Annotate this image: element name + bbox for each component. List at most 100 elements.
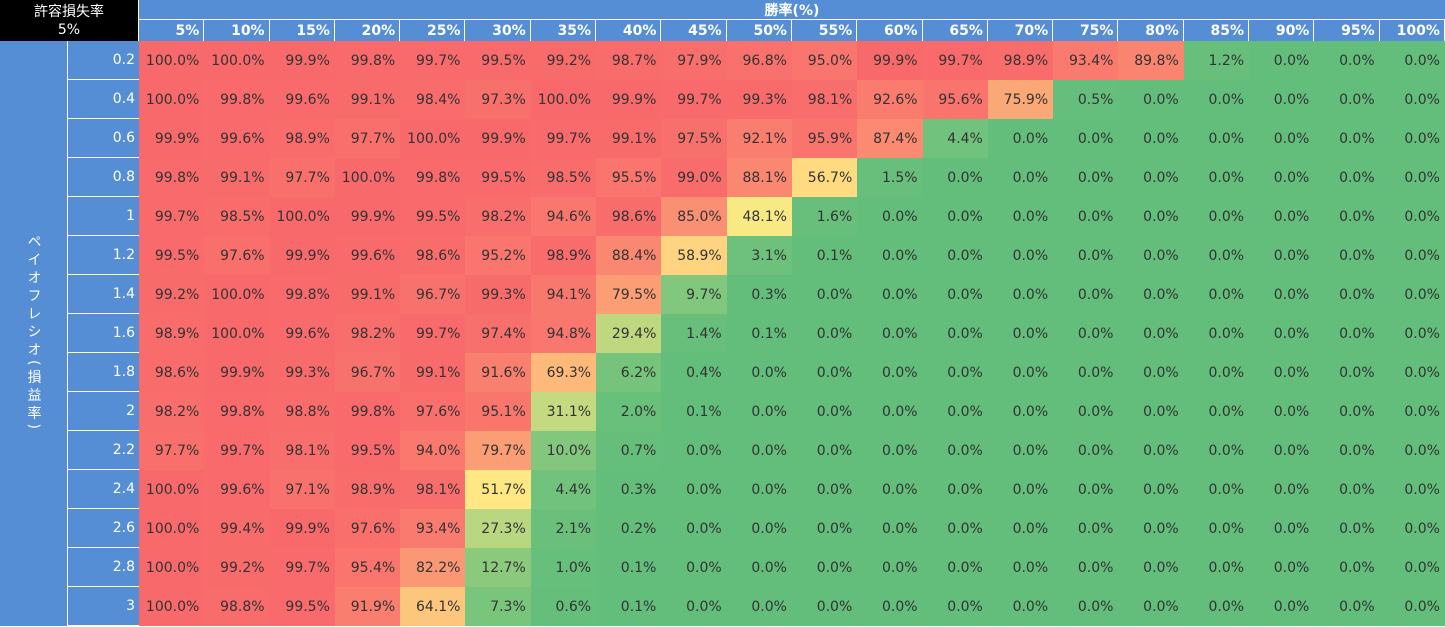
heatmap-cell: 1.0%: [530, 548, 597, 587]
heatmap-cell: 0.0%: [987, 314, 1054, 353]
heatmap-cell: 0.0%: [987, 392, 1054, 431]
column-header: 100%: [1379, 20, 1445, 41]
heatmap-cell: 99.1%: [334, 275, 401, 314]
heatmap-cell: 98.9%: [139, 314, 205, 353]
heatmap-cell: 0.0%: [1118, 470, 1184, 509]
heatmap-cell: 0.5%: [1053, 80, 1119, 119]
heatmap-cell: 0.0%: [857, 275, 923, 314]
heatmap-cell: 98.1%: [269, 431, 335, 470]
heatmap-cell: 0.0%: [1314, 587, 1380, 626]
heatmap-cell: 94.1%: [530, 275, 597, 314]
heatmap-cell: 0.0%: [1314, 41, 1380, 80]
heatmap-cell: 99.5%: [465, 41, 531, 80]
heatmap-cell: 0.0%: [1379, 548, 1445, 587]
row-header: 1: [68, 197, 139, 236]
heatmap-cell: 99.9%: [269, 509, 335, 548]
heatmap-cell: 99.1%: [334, 80, 401, 119]
heatmap-cell: 94.6%: [530, 197, 597, 236]
heatmap-cell: 0.0%: [1379, 314, 1445, 353]
heatmap-cell: 97.5%: [661, 119, 727, 158]
heatmap-cell: 94.8%: [530, 314, 597, 353]
heatmap-cell: 98.5%: [530, 158, 597, 197]
heatmap-cell: 0.0%: [1053, 470, 1119, 509]
heatmap-cell: 97.7%: [269, 158, 335, 197]
heatmap-cell: 9.7%: [661, 275, 727, 314]
heatmap-cell: 0.0%: [726, 548, 792, 587]
heatmap-cell: 0.0%: [1183, 197, 1250, 236]
heatmap-cell: 0.0%: [1118, 275, 1184, 314]
heatmap-cell: 98.6%: [400, 236, 466, 275]
heatmap-cell: 0.0%: [1183, 470, 1250, 509]
heatmap-cell: 99.9%: [139, 119, 205, 158]
heatmap-cell: 100.0%: [139, 587, 205, 626]
heatmap-cell: 99.2%: [530, 41, 597, 80]
heatmap-cell: 99.7%: [204, 431, 270, 470]
heatmap-cell: 0.1%: [596, 587, 662, 626]
table-corner: 許容損失率 5%: [0, 0, 139, 41]
heatmap-cell: 99.9%: [857, 41, 923, 80]
heatmap-cell: 31.1%: [530, 392, 597, 431]
heatmap-cell: 0.0%: [987, 509, 1054, 548]
heatmap-cell: 0.0%: [1249, 119, 1315, 158]
heatmap-cell: 99.7%: [400, 41, 466, 80]
heatmap-cell: 0.0%: [1118, 236, 1184, 275]
column-header: 40%: [596, 20, 662, 41]
heatmap-cell: 94.0%: [400, 431, 466, 470]
heatmap-cell: 100.0%: [400, 119, 466, 158]
column-header: 85%: [1183, 20, 1250, 41]
heatmap-cell: 64.1%: [400, 587, 466, 626]
heatmap-cell: 100.0%: [204, 41, 270, 80]
heatmap-cell: 97.9%: [661, 41, 727, 80]
heatmap-cell: 0.0%: [1053, 548, 1119, 587]
heatmap-cell: 0.0%: [1314, 548, 1380, 587]
row-header: 0.2: [68, 41, 139, 80]
heatmap-cell: 2.1%: [530, 509, 597, 548]
y-axis-title-text: ペイオフレシオ(損益率): [25, 234, 42, 433]
heatmap-cell: 0.4%: [661, 353, 727, 392]
heatmap-cell: 99.5%: [400, 197, 466, 236]
heatmap-cell: 6.2%: [596, 353, 662, 392]
heatmap-cell: 0.0%: [1314, 431, 1380, 470]
heatmap-cell: 0.0%: [1249, 236, 1315, 275]
heatmap-cell: 0.0%: [791, 353, 858, 392]
heatmap-cell: 95.5%: [596, 158, 662, 197]
row-header: 2.6: [68, 509, 139, 548]
heatmap-cell: 93.4%: [400, 509, 466, 548]
heatmap-cell: 99.6%: [204, 119, 270, 158]
heatmap-cell: 99.8%: [334, 392, 401, 431]
heatmap-cell: 0.0%: [922, 275, 988, 314]
heatmap-cell: 99.4%: [204, 509, 270, 548]
heatmap-cell: 48.1%: [726, 197, 792, 236]
y-axis-title: ペイオフレシオ(損益率): [0, 41, 68, 626]
heatmap-cell: 27.3%: [465, 509, 531, 548]
heatmap-cell: 99.2%: [204, 548, 270, 587]
heatmap-cell: 0.0%: [1053, 119, 1119, 158]
heatmap-cell: 0.0%: [1118, 587, 1184, 626]
heatmap-cell: 99.2%: [139, 275, 205, 314]
heatmap-cell: 92.6%: [857, 80, 923, 119]
heatmap-cell: 10.0%: [530, 431, 597, 470]
heatmap-cell: 99.7%: [530, 119, 597, 158]
heatmap-cell: 0.0%: [791, 275, 858, 314]
heatmap-cell: 99.5%: [465, 158, 531, 197]
heatmap-cell: 0.0%: [1053, 587, 1119, 626]
heatmap-cell: 0.0%: [1183, 80, 1250, 119]
row-header: 2.8: [68, 548, 139, 587]
heatmap-cell: 0.0%: [1249, 158, 1315, 197]
heatmap-cell: 0.0%: [1249, 392, 1315, 431]
heatmap-cell: 99.8%: [269, 275, 335, 314]
heatmap-cell: 0.0%: [1249, 275, 1315, 314]
heatmap-cell: 0.0%: [922, 197, 988, 236]
heatmap-cell: 95.2%: [465, 236, 531, 275]
heatmap-cell: 0.0%: [1053, 353, 1119, 392]
heatmap-cell: 100.0%: [139, 509, 205, 548]
heatmap-cell: 98.7%: [596, 41, 662, 80]
row-header: 2.4: [68, 470, 139, 509]
heatmap-cell: 97.7%: [139, 431, 205, 470]
heatmap-cell: 0.0%: [987, 353, 1054, 392]
heatmap-cell: 99.9%: [334, 197, 401, 236]
column-header: 70%: [987, 20, 1054, 41]
tolerance-label: 許容損失率: [34, 3, 104, 20]
heatmap-cell: 0.0%: [1053, 392, 1119, 431]
heatmap-cell: 0.0%: [1183, 119, 1250, 158]
